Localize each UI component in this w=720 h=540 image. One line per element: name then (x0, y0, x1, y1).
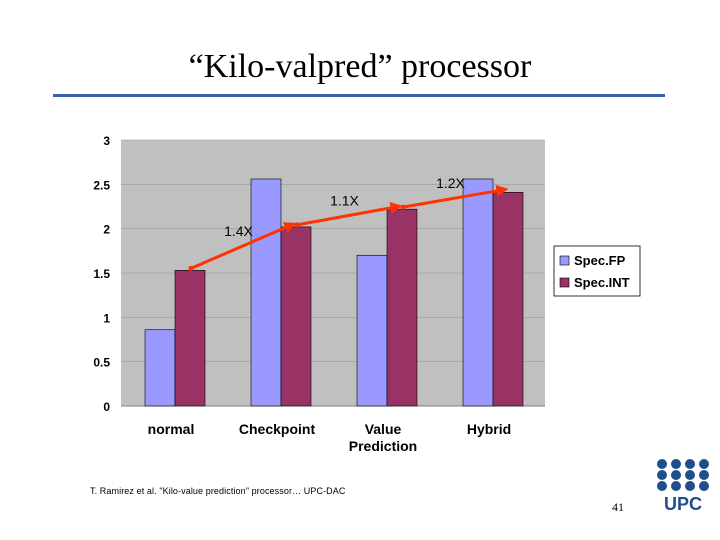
bar-chart: 0 0.5 1 1.5 2 2.5 3 normal Checkpoint ValuePredi… (93, 134, 641, 454)
y-tick-label: 3 (103, 134, 110, 148)
speedup-label: 1.4X (224, 223, 253, 239)
logo-dot (699, 481, 709, 491)
logo-dot (685, 470, 695, 480)
logo-dot (685, 459, 695, 469)
speedup-arrow-start (188, 265, 194, 271)
bar-specint (280, 226, 312, 407)
speedup-label: 1.2X (436, 175, 465, 191)
legend-box (553, 245, 641, 297)
legend: Spec.FP Spec.INT (553, 245, 641, 297)
y-tick-label: 1.5 (93, 267, 110, 281)
speedup-arrow (190, 222, 297, 270)
x-tick-label: normal (148, 421, 195, 437)
logo-dots-icon (657, 459, 709, 491)
speedup-arrow (296, 201, 403, 227)
logo-dot (657, 481, 667, 491)
legend-label: Spec.FP (574, 253, 626, 268)
legend-label: Spec.INT (574, 275, 630, 290)
legend-swatch (559, 277, 570, 288)
bar-specfp (462, 178, 494, 407)
logo-dot (671, 459, 681, 469)
legend-swatch (559, 255, 570, 266)
speedup-arrow-start (400, 204, 406, 210)
y-tick-label: 2.5 (93, 178, 110, 192)
bar-specfp (144, 329, 176, 407)
slide-title: “Kilo-valpred” processor (188, 48, 532, 85)
x-tick-label: Checkpoint (239, 421, 316, 437)
y-tick-label: 0 (103, 400, 110, 414)
bars (144, 178, 524, 407)
x-tick-label: Prediction (349, 438, 417, 454)
speedup-arrows: 1.4X 1.1X 1.2X (188, 175, 509, 271)
upc-logo: UPC (657, 459, 709, 514)
x-tick-label: Value (365, 421, 402, 437)
speedup-label: 1.1X (330, 193, 359, 209)
bar-specint (386, 208, 418, 407)
logo-dot (699, 459, 709, 469)
y-tick-label: 0.5 (93, 356, 110, 370)
speedup-arrow (402, 185, 509, 209)
title-underline (53, 94, 665, 97)
logo-dot (699, 470, 709, 480)
y-tick-label: 1 (103, 311, 110, 325)
page-number: 41 (612, 500, 624, 514)
bar-specfp (250, 178, 282, 407)
logo-dot (657, 470, 667, 480)
citation: T. Ramirez et al. "Kilo-value prediction… (90, 486, 346, 496)
bar-specint (174, 270, 206, 407)
logo-dot (685, 481, 695, 491)
y-tick-label: 2 (103, 223, 110, 237)
bar-specfp (356, 254, 388, 407)
bar-specint (492, 192, 524, 407)
logo-dot (671, 481, 681, 491)
logo-dot (657, 459, 667, 469)
logo-text: UPC (664, 494, 702, 514)
x-tick-label: Hybrid (467, 421, 511, 437)
speedup-arrow-start (294, 222, 300, 228)
logo-dot (671, 470, 681, 480)
